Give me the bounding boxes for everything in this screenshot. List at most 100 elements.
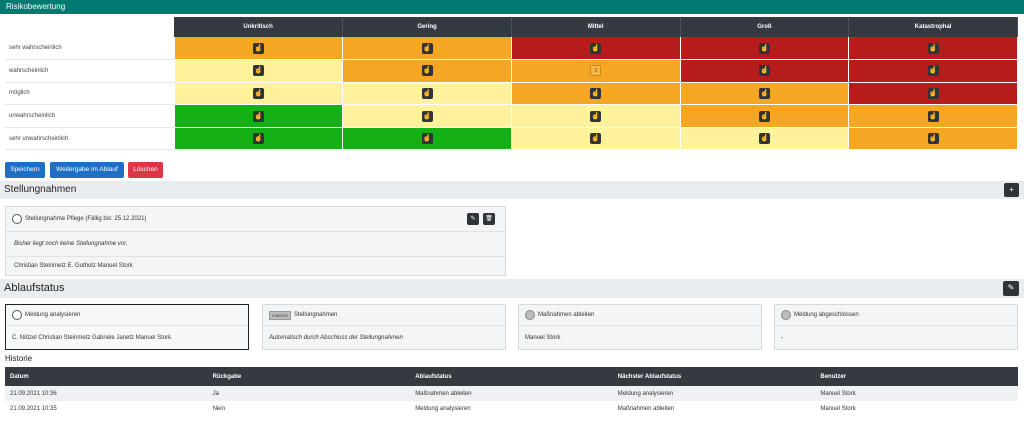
save-button[interactable]: Speichern [5,162,45,178]
hand-pointer-icon[interactable]: ☝ [590,133,602,145]
hand-pointer-icon[interactable]: ☝ [927,133,939,145]
risk-cell[interactable]: ☝ [848,82,1018,106]
risk-matrix: Unkritisch Gering Mittel Groß Katastroph… [5,17,1018,151]
hand-pointer-icon[interactable]: ☝ [252,87,264,99]
risk-cell[interactable]: ☝ [680,82,850,106]
risk-cell[interactable]: ☝ [342,59,512,83]
risk-cell[interactable]: ☝ [511,104,681,128]
table-cell: 21.09.2021 10:36 [5,386,208,401]
risk-row-label: sehr wahrscheinlich [5,37,175,61]
risk-cell[interactable]: ☝ [511,37,681,61]
hand-pointer-icon[interactable]: ☝ [252,65,264,77]
edit-icon: ✎ [470,216,476,222]
hand-pointer-icon[interactable]: ☝ [421,133,433,145]
risk-row: sehr wahrscheinlich ☝ ☝ ☝ ☝ ☝ [5,37,1018,61]
status-step-card[interactable]: STARTED Stellungnahmen Automatisch durch… [262,304,506,350]
edit-icon: ✎ [1007,283,1015,292]
hand-pointer-icon[interactable]: ☝ [421,87,433,99]
hand-pointer-icon[interactable]: ☝ [927,110,939,122]
risk-cell[interactable]: ☝ [680,59,850,83]
risk-cell[interactable]: ☝ [680,127,850,151]
col-header: Datum [5,367,208,386]
hand-pointer-icon[interactable]: ☝ [252,133,264,145]
hand-pointer-icon[interactable]: ☝ [590,110,602,122]
status-step-title: Maßnahmen ableiten [538,312,595,318]
status-step-body: C. Nötzel Christian Steinmetz Gabriele J… [12,335,172,341]
hand-pointer-icon[interactable]: ☝ [252,110,264,122]
risk-matrix-header: Unkritisch Gering Mittel Groß Katastroph… [5,17,1018,37]
table-cell: Meldung analysieren [415,405,471,412]
risk-cell[interactable]: ☝ [174,37,344,61]
risk-cell[interactable]: ☝ [342,104,512,128]
risk-cell[interactable]: ☝ [174,82,344,106]
status-step-body: - [781,335,783,341]
hand-pointer-icon[interactable]: ☝ [927,87,939,99]
risk-cell[interactable]: ☝ [511,82,681,106]
delete-button[interactable]: Löschen [128,162,163,178]
hand-pointer-icon[interactable]: ☝ [590,42,602,54]
risk-cell[interactable]: ☝ [848,37,1018,61]
status-circle-icon [12,310,22,320]
status-tag: STARTED [269,310,292,320]
risk-cell[interactable]: ☝ [511,127,681,151]
col-header: Nächster Ablaufstatus [612,367,816,386]
risk-row: unwahrscheinlich ☝ ☝ ☝ ☝ ☝ [5,104,1018,128]
risk-cell[interactable]: ☝ [680,37,850,61]
hand-pointer-icon[interactable]: ☝ [927,65,939,77]
risk-cell[interactable]: ☝ [174,104,344,128]
table-cell: Maßnahmen ableiten [410,386,613,401]
table-cell: Maßnahmen ableiten [617,405,675,412]
risk-cell[interactable]: ☝ [848,59,1018,83]
hand-pointer-icon[interactable]: ☝ [252,42,264,54]
table-cell: Manuel Stork [815,386,1018,401]
status-step-header: Meldung abgeschlossen [775,305,1017,326]
col-header: Ablaufstatus [410,367,613,386]
stellungnahme-card-header: Stellungnahme Pflege (Fällig bis: 25.12.… [6,207,505,232]
edit-ablaufstatus-button[interactable]: ✎ [1003,281,1019,296]
risk-cell[interactable]: ☝ [342,82,512,106]
risk-cell[interactable]: ☝ [848,104,1018,128]
col-header: Groß [680,17,850,37]
risk-row: wahrscheinlich ☝ ☝ 3 ☝ ☝ [5,59,1018,83]
status-step-title: Meldung abgeschlossen [794,312,859,318]
hand-pointer-icon[interactable]: ☝ [758,110,770,122]
edit-stellungnahme-button[interactable]: ✎ [467,213,479,225]
col-header: Gering [342,17,512,37]
ablaufstatus-section-header: Ablaufstatus [0,279,1024,298]
hand-pointer-icon[interactable]: ☝ [758,42,770,54]
hand-pointer-icon[interactable]: ☝ [758,87,770,99]
hand-pointer-icon[interactable]: ☝ [927,42,939,54]
status-step-title: Stellungnahmen [294,312,338,318]
hand-pointer-icon[interactable]: ☝ [421,42,433,54]
status-step-card[interactable]: Meldung analysieren C. Nötzel Christian … [5,304,249,350]
delete-stellungnahme-button[interactable]: 🗑 [483,213,495,225]
risk-cell-selected-button[interactable]: 3 [590,65,602,77]
risk-cell[interactable]: ☝ [848,127,1018,151]
hand-pointer-icon[interactable]: ☝ [421,110,433,122]
status-step-header: Maßnahmen ableiten [519,305,761,326]
col-header: Katastrophal [848,17,1018,37]
status-step-card[interactable]: Meldung abgeschlossen - [774,304,1018,350]
hand-pointer-icon[interactable]: ☝ [590,87,602,99]
hand-pointer-icon[interactable]: ☝ [758,133,770,145]
table-row: 21.09.2021 10:35 Nein Meldung analysiere… [5,401,1018,416]
status-step-card[interactable]: Maßnahmen ableiten Manuel Stork [518,304,762,350]
page-title: Risikobewertung [6,2,66,11]
forward-button[interactable]: Weitergabe im Ablauf [50,162,124,178]
risk-row-label: sehr unwahrscheinlich [5,127,175,151]
risk-cell[interactable]: ☝ [174,127,344,151]
risk-row-label: wahrscheinlich [5,59,175,83]
hand-pointer-icon[interactable]: ☝ [758,65,770,77]
risk-cell[interactable]: ☝ [174,59,344,83]
status-step-body: Manuel Stork [525,335,561,341]
hand-pointer-icon[interactable]: ☝ [421,65,433,77]
col-header: Benutzer [815,367,1018,386]
risk-cell[interactable]: ☝ [342,127,512,151]
stellungnahmen-section-header: Stellungnahmen [0,181,1024,199]
add-stellungnahme-button[interactable]: + [1004,183,1019,197]
risk-cell[interactable]: 3 [511,59,681,83]
status-circle-icon [12,214,22,224]
risk-cell[interactable]: ☝ [342,37,512,61]
risk-cell[interactable]: ☝ [680,104,850,128]
risk-row: sehr unwahrscheinlich ☝ ☝ ☝ ☝ ☝ [5,127,1018,151]
